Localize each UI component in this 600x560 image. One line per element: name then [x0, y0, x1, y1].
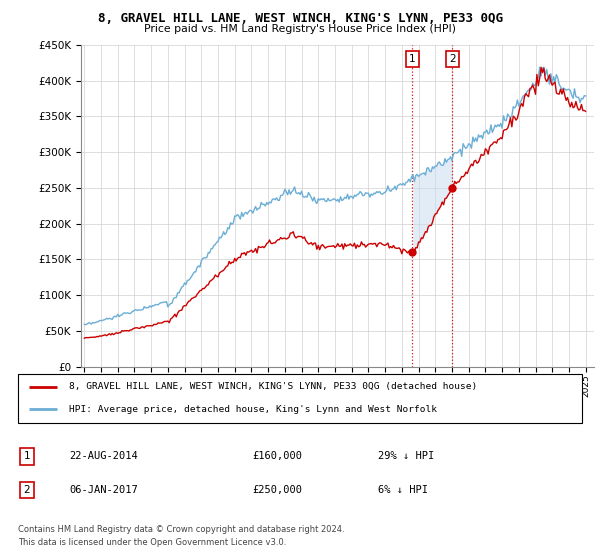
Text: 8, GRAVEL HILL LANE, WEST WINCH, KING'S LYNN, PE33 0QG (detached house): 8, GRAVEL HILL LANE, WEST WINCH, KING'S … [69, 382, 477, 391]
Text: 22-AUG-2014: 22-AUG-2014 [69, 451, 138, 461]
Text: 8, GRAVEL HILL LANE, WEST WINCH, KING'S LYNN, PE33 0QG: 8, GRAVEL HILL LANE, WEST WINCH, KING'S … [97, 12, 503, 25]
Text: 29% ↓ HPI: 29% ↓ HPI [378, 451, 434, 461]
Text: Price paid vs. HM Land Registry's House Price Index (HPI): Price paid vs. HM Land Registry's House … [144, 24, 456, 34]
Text: £250,000: £250,000 [252, 485, 302, 495]
Text: Contains HM Land Registry data © Crown copyright and database right 2024.: Contains HM Land Registry data © Crown c… [18, 525, 344, 534]
Text: This data is licensed under the Open Government Licence v3.0.: This data is licensed under the Open Gov… [18, 538, 286, 547]
Text: 2: 2 [23, 485, 31, 495]
Text: 1: 1 [409, 54, 416, 64]
Text: 6% ↓ HPI: 6% ↓ HPI [378, 485, 428, 495]
FancyBboxPatch shape [18, 374, 582, 423]
Text: HPI: Average price, detached house, King's Lynn and West Norfolk: HPI: Average price, detached house, King… [69, 404, 437, 413]
Text: 06-JAN-2017: 06-JAN-2017 [69, 485, 138, 495]
Text: 2: 2 [449, 54, 455, 64]
Text: £160,000: £160,000 [252, 451, 302, 461]
Text: 1: 1 [23, 451, 31, 461]
